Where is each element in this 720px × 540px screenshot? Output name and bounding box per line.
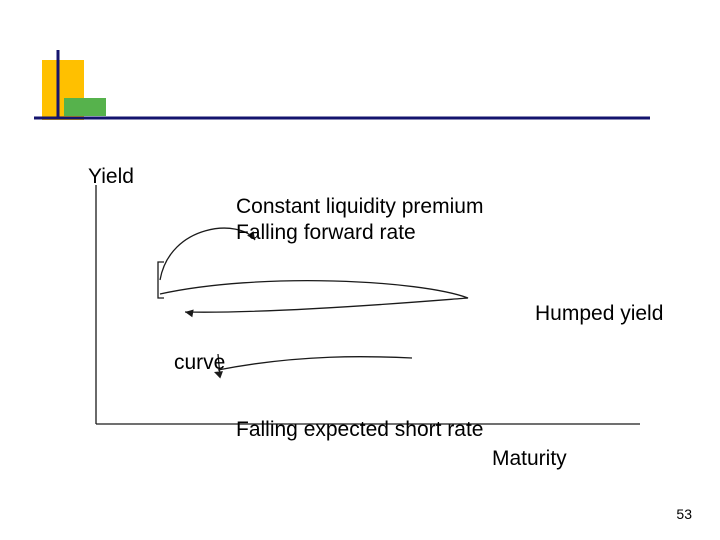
label-maturity: Maturity: [492, 447, 567, 471]
label-constant-liquidity: Constant liquidity premium: [236, 195, 483, 219]
falling-forward-curve: [218, 357, 412, 370]
humped-yield-arrowhead: [185, 310, 194, 318]
label-yield: Yield: [88, 165, 134, 189]
decor-green-rect: [64, 98, 106, 116]
label-falling-forward-rate: Falling forward rate: [236, 221, 416, 245]
label-falling-expected: Falling expected short rate: [236, 418, 483, 442]
label-humped-yield: Humped yield: [535, 302, 663, 326]
page-number: 53: [676, 506, 692, 522]
diagram-svg: [0, 0, 720, 540]
label-curve: curve: [174, 351, 225, 375]
humped-yield-curve: [160, 281, 468, 313]
